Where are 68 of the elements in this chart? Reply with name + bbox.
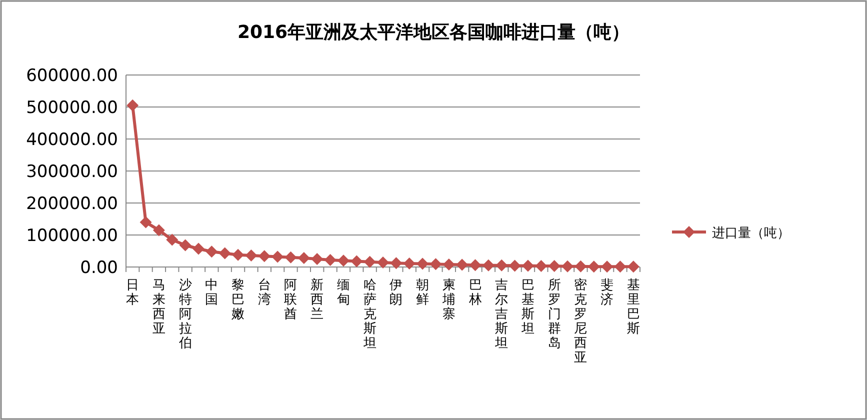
point [152,224,165,236]
x-tick-label: 缅甸 [336,278,350,308]
point [192,242,204,255]
y-tick-label: 500000.00 [26,98,118,118]
chart-title: 2016年亚洲及太平洋地区各国咖啡进口量（吨） [237,22,630,43]
x-tick-label: 阿联酋 [284,278,298,322]
point [284,251,297,264]
point [416,258,429,270]
point [601,260,614,273]
x-tick-label: 基里巴斯 [626,278,640,336]
y-tick-label: 0.00 [80,258,118,278]
x-tick-label: 吉尔吉斯坦 [494,278,508,351]
x-tick-label: 哈萨克斯坦 [362,278,376,351]
y-tick-label: 200000.00 [26,194,118,214]
point [350,255,363,268]
y-tick-label: 300000.00 [26,162,118,182]
point [627,260,640,273]
point [364,256,376,268]
x-tick-label: 台湾 [258,278,271,308]
point [298,252,310,264]
point [469,259,482,272]
x-tick-label: 密克罗尼西亚 [574,278,588,366]
point [218,247,231,260]
point [588,260,600,273]
point [430,258,442,270]
point [258,250,270,262]
x-tick-label: 黎巴嫩 [232,278,245,322]
point [324,254,336,266]
point [337,254,350,267]
point [166,234,178,246]
point [482,259,494,272]
x-tick-label: 巴基斯坦 [520,278,534,336]
x-tick-label: 斐济 [600,278,614,308]
point [535,260,548,272]
x-tick-label: 马来西亚 [152,278,166,336]
point [562,260,574,272]
legend-label: 进口量（吨） [712,226,790,241]
point [311,253,324,265]
point [508,260,521,272]
point [522,260,534,272]
x-tick-label: 所罗门群岛 [548,278,561,351]
point [179,239,192,252]
point [390,257,402,270]
point [574,260,587,272]
point [496,259,508,272]
point [232,248,244,261]
y-tick-label: 400000.00 [26,130,118,150]
point [614,260,626,273]
x-tick-label: 中国 [205,278,218,308]
x-tick-label: 新西兰 [310,278,324,322]
point [140,216,152,228]
x-tick-label: 柬埔寨 [441,278,456,322]
x-tick-label: 朝鲜 [416,278,430,308]
point [206,246,218,258]
point [245,249,258,262]
point [272,250,284,263]
point [548,260,560,272]
x-tick-label: 巴林 [468,278,482,308]
y-tick-label: 100000.00 [26,226,118,246]
point [126,99,139,112]
point [456,258,468,271]
point [442,258,455,270]
point [377,256,389,269]
x-tick-label: 沙特阿拉伯 [178,278,192,351]
point [403,257,416,270]
x-tick-label: 伊朗 [390,278,403,308]
x-tick-label: 日本 [126,278,140,308]
y-tick-label: 600000.00 [26,66,118,86]
